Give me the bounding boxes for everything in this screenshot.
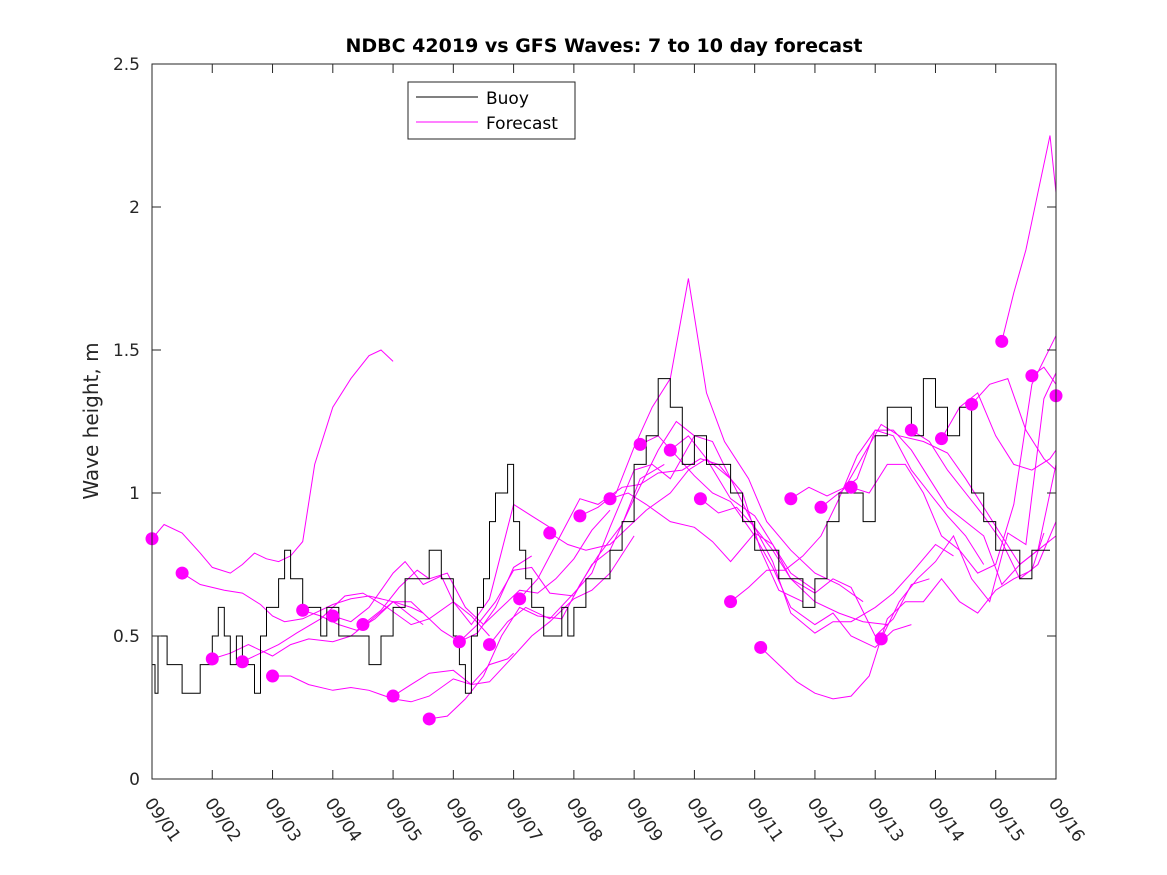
- forecast-line: [151, 349, 394, 574]
- forecast-line: [760, 532, 1045, 700]
- forecast-line: [730, 429, 985, 603]
- legend: Buoy Forecast: [407, 81, 576, 140]
- forecast-start-marker: [844, 480, 858, 494]
- forecast-start-marker: [724, 595, 738, 609]
- forecast-line: [941, 392, 1057, 471]
- chart-title: NDBC 42019 vs GFS Waves: 7 to 10 day for…: [345, 35, 862, 57]
- legend-label-buoy: Buoy: [486, 89, 529, 109]
- forecast-start-marker: [603, 492, 617, 506]
- forecast-start-marker: [205, 652, 219, 666]
- forecast-start-marker: [965, 397, 979, 411]
- forecast-line: [669, 435, 954, 634]
- forecast-start-marker: [543, 526, 557, 540]
- forecast-line: [272, 652, 514, 703]
- forecast-start-marker: [356, 618, 370, 632]
- plot-area: [152, 64, 1056, 779]
- forecast-start-marker: [175, 566, 189, 580]
- forecast-start-marker: [1025, 369, 1039, 383]
- forecast-line: [609, 492, 888, 626]
- forecast-line: [971, 377, 1057, 471]
- forecast-start-marker: [513, 592, 527, 606]
- forecast-start-markers: [145, 334, 1063, 726]
- forecast-start-marker: [904, 423, 918, 437]
- legend-label-forecast: Forecast: [486, 114, 558, 134]
- forecast-start-marker: [693, 492, 707, 506]
- forecast-start-marker: [784, 492, 798, 506]
- forecast-start-marker: [326, 609, 340, 623]
- forecast-start-marker: [995, 334, 1009, 348]
- forecast-line: [549, 458, 816, 591]
- y-tick-label: 2: [129, 198, 140, 218]
- y-axis-label: Wave height, m: [79, 342, 103, 499]
- forecast-start-marker: [422, 712, 436, 726]
- forecast-start-marker: [452, 635, 466, 649]
- buoy-line: [152, 378, 1050, 694]
- forecast-start-marker: [934, 432, 948, 446]
- forecast-line: [790, 423, 1057, 566]
- y-tick-label: 1.5: [113, 341, 140, 361]
- y-tick-label: 0: [129, 770, 140, 790]
- forecast-line: [820, 429, 1057, 586]
- forecast-start-marker: [296, 603, 310, 617]
- forecast-line: [212, 601, 424, 660]
- forecast-line: [302, 555, 532, 643]
- y-tick-label: 2.5: [113, 55, 140, 75]
- forecast-start-marker: [633, 437, 647, 451]
- plot-frame: [151, 63, 1057, 780]
- forecast-start-marker: [573, 509, 587, 523]
- forecast-line: [1001, 135, 1057, 342]
- y-axis: 0 0.5 1 1.5 2 2.5: [113, 55, 1056, 790]
- forecast-start-marker: [482, 638, 496, 652]
- y-tick-label: 1: [129, 484, 140, 504]
- forecast-start-marker: [663, 443, 677, 457]
- forecast-line: [181, 572, 424, 626]
- forecast-line: [880, 372, 1057, 640]
- forecast-line: [850, 335, 1057, 574]
- legend-box: [407, 81, 576, 140]
- forecast-start-marker: [266, 669, 280, 683]
- forecast-line: [579, 278, 864, 603]
- forecast-line: [459, 420, 695, 643]
- forecast-start-marker: [874, 632, 888, 646]
- y-tick-label: 0.5: [113, 627, 140, 647]
- forecast-start-marker: [814, 500, 828, 514]
- buoy-layer: [152, 378, 1050, 694]
- forecast-start-marker: [386, 689, 400, 703]
- forecast-start-marker: [235, 655, 249, 669]
- forecast-line: [392, 535, 635, 697]
- forecast-start-marker: [754, 640, 768, 654]
